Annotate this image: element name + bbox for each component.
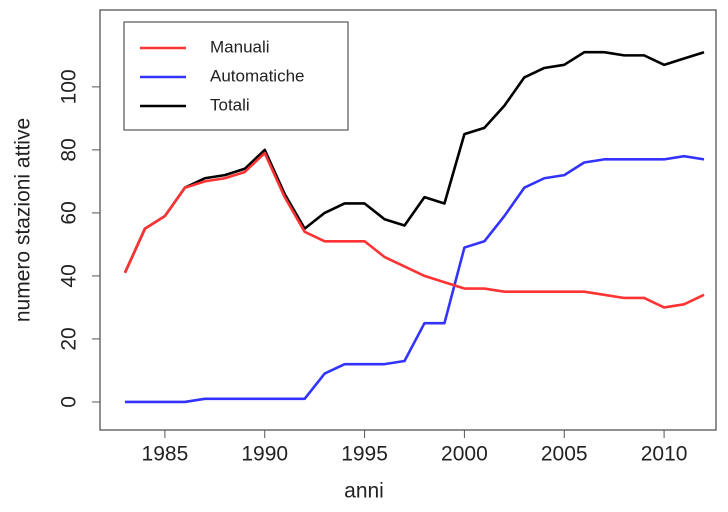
y-tick-label: 0 [58, 396, 81, 408]
x-tick-label: 2000 [441, 443, 488, 466]
x-tick-label: 1995 [341, 443, 388, 466]
x-axis-label: anni [344, 480, 384, 503]
legend-label: Totali [210, 95, 250, 114]
y-tick-label: 40 [58, 264, 81, 287]
x-tick-label: 2005 [541, 443, 588, 466]
y-axis-label: numero stazioni attive [12, 118, 35, 322]
legend-label: Manuali [210, 37, 270, 56]
y-tick-label: 100 [58, 69, 81, 104]
y-tick-label: 80 [58, 138, 81, 161]
series-line [123, 50, 705, 274]
series-line [124, 154, 705, 404]
y-tick-label: 20 [58, 327, 81, 350]
x-tick-label: 1985 [142, 443, 189, 466]
plot-frame [99, 9, 717, 431]
series-line [123, 151, 705, 309]
x-tick-label: 2010 [641, 443, 688, 466]
y-tick-label: 60 [58, 201, 81, 224]
x-tick-label: 1990 [241, 443, 288, 466]
legend-label: Automatiche [210, 66, 305, 85]
